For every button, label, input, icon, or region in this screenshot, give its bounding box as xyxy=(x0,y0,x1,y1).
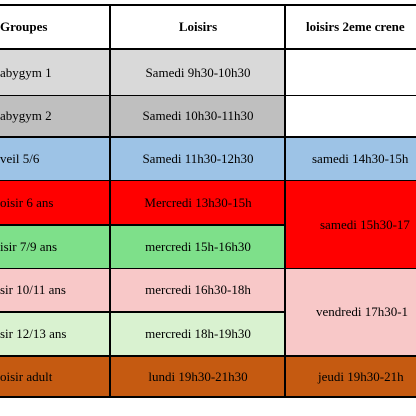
merged-loisirs2-samedi-text: samedi 15h30-17 xyxy=(320,216,410,232)
row-6-group-text: sir 10/11 ans xyxy=(0,282,66,297)
row-5-loisirs-text: mercredi 15h-16h30 xyxy=(145,239,251,254)
row-1-group-text: abygym 1 xyxy=(0,64,52,80)
row-4-group: oisir 6 ans xyxy=(0,181,110,224)
row-7-group-text: sir 12/13 ans xyxy=(0,326,67,341)
row-1-group: abygym 1 xyxy=(0,50,110,95)
row-divider xyxy=(0,48,416,50)
row-2-loisirs: Samedi 10h30-11h30 xyxy=(111,96,285,136)
row-3-loisirs-text: Samedi 11h30-12h30 xyxy=(142,151,254,166)
merged-loisirs2-samedi: samedi 15h30-17 xyxy=(286,181,416,268)
row-3-group-text: veil 5/6 xyxy=(0,151,40,166)
row-3-loisirs2: samedi 14h30-15h xyxy=(286,138,416,180)
header-loisirs: Loisirs xyxy=(111,6,285,48)
row-divider xyxy=(0,95,416,96)
row-6-group: sir 10/11 ans xyxy=(0,269,110,311)
row-5-loisirs: mercredi 15h-16h30 xyxy=(111,226,285,268)
row-1-loisirs-text: Samedi 9h30-10h30 xyxy=(145,64,251,80)
row-2-loisirs2 xyxy=(286,96,416,136)
row-8-loisirs: lundi 19h30-21h30 xyxy=(111,357,285,397)
row-2-loisirs-text: Samedi 10h30-11h30 xyxy=(142,108,254,123)
row-3-group: veil 5/6 xyxy=(0,138,110,180)
row-8-loisirs-text: lundi 19h30-21h30 xyxy=(148,369,248,384)
header-loisirs-text: Loisirs xyxy=(178,19,218,34)
merged-loisirs2-vendredi: vendredi 17h30-1 xyxy=(286,269,416,355)
row-8-loisirs2: jeudi 19h30-21h xyxy=(286,357,416,397)
header-loisirs-2eme-crene: loisirs 2eme crene xyxy=(286,6,416,48)
header-loisirs2-text: loisirs 2eme crene xyxy=(306,19,405,34)
row-4-loisirs-text: Mercredi 13h30-15h xyxy=(144,194,252,210)
row-divider xyxy=(0,224,286,226)
row-2-group-text: abygym 2 xyxy=(0,108,52,123)
table-border-top xyxy=(0,4,416,6)
row-7-loisirs: mercredi 18h-19h30 xyxy=(111,313,285,355)
row-8-loisirs2-text: jeudi 19h30-21h xyxy=(318,369,404,384)
column-divider xyxy=(284,5,286,397)
row-divider xyxy=(0,180,416,181)
row-7-loisirs-text: mercredi 18h-19h30 xyxy=(145,326,251,341)
row-1-loisirs: Samedi 9h30-10h30 xyxy=(111,50,285,95)
row-2-group: abygym 2 xyxy=(0,96,110,136)
row-4-group-text: oisir 6 ans xyxy=(0,194,54,210)
row-3-loisirs: Samedi 11h30-12h30 xyxy=(111,138,285,180)
row-6-loisirs-text: mercredi 16h30-18h xyxy=(145,282,251,297)
row-divider xyxy=(0,268,416,269)
header-groupes-text: Groupes xyxy=(0,19,48,34)
row-5-group: isir 7/9 ans xyxy=(0,226,110,268)
row-6-loisirs: mercredi 16h30-18h xyxy=(111,269,285,311)
row-3-loisirs2-text: samedi 14h30-15h xyxy=(312,151,409,166)
row-5-group-text: isir 7/9 ans xyxy=(0,239,58,254)
row-4-loisirs: Mercredi 13h30-15h xyxy=(111,181,285,224)
row-1-loisirs2 xyxy=(286,50,416,95)
column-divider xyxy=(109,5,111,397)
table-border-bottom xyxy=(0,396,416,398)
header-groupes: Groupes xyxy=(0,6,110,48)
row-divider xyxy=(0,355,416,357)
row-divider xyxy=(0,311,286,313)
row-8-group-text: oisir adult xyxy=(0,369,53,384)
merged-loisirs2-vendredi-text: vendredi 17h30-1 xyxy=(316,304,409,319)
row-8-group: oisir adult xyxy=(0,357,110,397)
row-divider xyxy=(0,136,416,138)
row-7-group: sir 12/13 ans xyxy=(0,313,110,355)
